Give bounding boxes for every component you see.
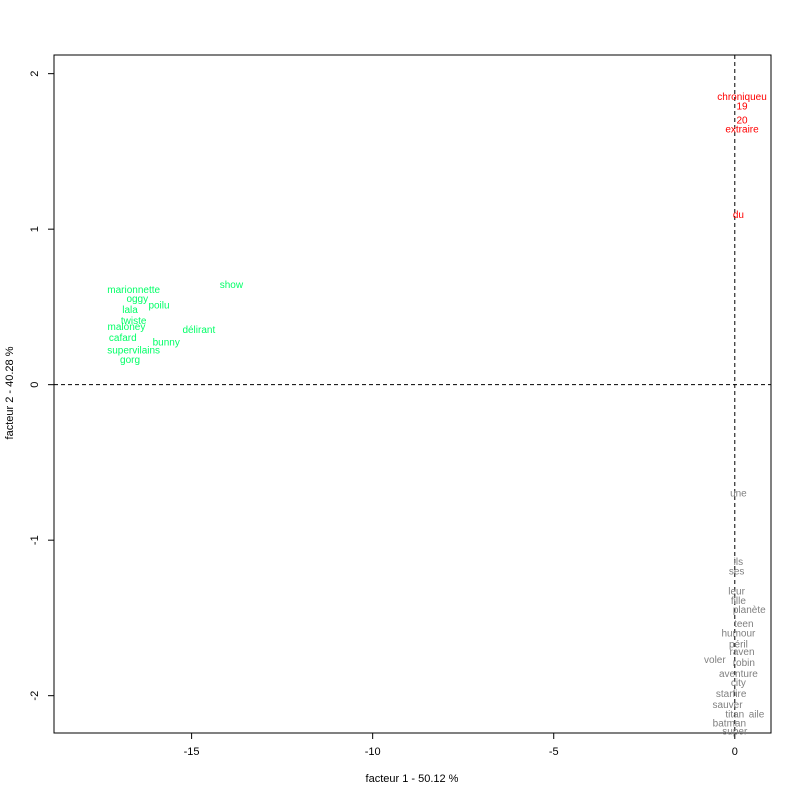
- point-label: péril: [729, 639, 748, 650]
- x-axis-label: facteur 1 - 50.12 %: [366, 773, 459, 785]
- y-tick-label: 0: [29, 382, 41, 388]
- point-label: humour: [721, 628, 756, 639]
- point-label: marionnette: [107, 285, 160, 296]
- point-label: aile: [749, 709, 765, 720]
- point-label: fille: [731, 596, 746, 607]
- point-label: aventure: [719, 669, 758, 680]
- point-label: extraire: [725, 125, 759, 136]
- point-label: une: [730, 489, 747, 500]
- point-label: cafard: [109, 333, 137, 344]
- x-tick-label: 0: [732, 746, 738, 758]
- point-label: planète: [733, 605, 766, 616]
- y-tick-label: 2: [29, 71, 41, 77]
- point-label: poilu: [148, 300, 169, 311]
- y-tick-label: -2: [29, 691, 41, 701]
- plot-frame: [53, 54, 772, 734]
- x-tick-label: -5: [549, 746, 559, 758]
- point-label: voler: [704, 655, 726, 666]
- point-label: 19: [736, 101, 748, 112]
- y-tick-label: 1: [29, 226, 41, 232]
- point-label: oggy: [126, 294, 148, 305]
- y-axis-label: facteur 2 - 40.28 %: [4, 346, 16, 439]
- y-tick-label: -1: [29, 535, 41, 545]
- point-label: bunny: [153, 338, 180, 349]
- point-label: 20: [736, 115, 748, 126]
- point-label: raven: [730, 647, 755, 658]
- point-label: teen: [734, 619, 753, 630]
- x-tick-label: -15: [184, 746, 200, 758]
- point-label: chroniqueu: [717, 92, 766, 103]
- point-label: lala: [122, 305, 138, 316]
- point-label: délirant: [182, 325, 215, 336]
- point-label: sauver: [713, 700, 744, 711]
- point-label: gorg: [120, 355, 140, 366]
- point-label: batman: [713, 719, 746, 730]
- point-label: city: [731, 678, 746, 689]
- point-label: show: [220, 280, 244, 291]
- point-label: leur: [728, 586, 745, 597]
- point-label: du: [733, 210, 744, 221]
- point-label: ils: [734, 557, 743, 568]
- point-label: twiste: [121, 316, 147, 327]
- point-label: titan: [725, 709, 744, 720]
- point-label: ses: [729, 566, 745, 577]
- point-label: robin: [733, 658, 755, 669]
- point-label: supervilains: [107, 345, 160, 356]
- point-label: super: [722, 726, 748, 737]
- point-label: starfire: [716, 689, 747, 700]
- x-tick-label: -10: [365, 746, 381, 758]
- point-label: maloney: [108, 322, 146, 333]
